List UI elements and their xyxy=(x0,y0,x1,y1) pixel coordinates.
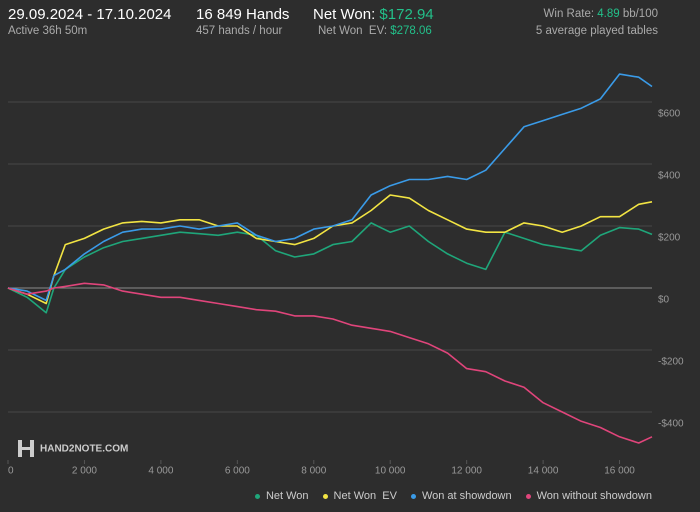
series-line xyxy=(7,222,653,314)
x-tick-label: 10 000 xyxy=(375,466,406,477)
legend-label: Net Won EV xyxy=(333,490,397,502)
x-tick-label: 0 xyxy=(8,466,14,477)
x-tick-label: 14 000 xyxy=(528,466,559,477)
legend-item: Net Won xyxy=(254,490,309,502)
legend-swatch xyxy=(322,493,328,499)
legend-swatch xyxy=(525,493,531,499)
legend-swatch xyxy=(254,493,260,499)
y-tick-label: $400 xyxy=(658,171,681,182)
value: 4.89 xyxy=(597,8,620,20)
win-rate: Win Rate: 4.89 bb/100 xyxy=(544,8,658,20)
label: Net Won EV: xyxy=(318,25,391,37)
net-won-ev: Net Won EV: $278.06 xyxy=(318,25,432,37)
date-range: 29.09.2024 - 17.10.2024 xyxy=(8,6,172,23)
y-tick-label: $0 xyxy=(658,295,670,306)
value: $278.06 xyxy=(390,25,432,37)
legend: Net Won Net Won EV Won at showdown Won with… xyxy=(254,490,652,502)
x-tick-label: 4 000 xyxy=(148,466,173,477)
x-tick-label: 6 000 xyxy=(225,466,250,477)
net-won: Net Won: $172.94 xyxy=(313,6,434,23)
label: Net Won: xyxy=(313,6,380,23)
legend-item: Net Won EV xyxy=(322,490,397,502)
x-tick-label: 16 000 xyxy=(604,466,635,477)
y-tick-label: $200 xyxy=(658,233,681,244)
y-tick-label: -$200 xyxy=(658,357,684,368)
tables: 5 average played tables xyxy=(535,25,658,37)
x-tick-label: 2 000 xyxy=(72,466,97,477)
watermark: HAND2NOTE.COM xyxy=(40,444,128,455)
y-tick-label: -$400 xyxy=(658,419,684,430)
legend-label: Won without showdown xyxy=(536,490,652,502)
legend-item: Won at showdown xyxy=(410,490,512,502)
series-line xyxy=(7,282,653,444)
active-time: Active 36h 50m xyxy=(8,25,88,37)
legend-label: Net Won xyxy=(265,490,309,502)
x-tick-label: 8 000 xyxy=(301,466,326,477)
legend-item: Won without showdown xyxy=(525,490,652,502)
logo xyxy=(18,440,34,457)
unit: bb/100 xyxy=(619,8,658,20)
label: Win Rate: xyxy=(543,8,598,20)
y-tick-label: $600 xyxy=(658,109,681,120)
legend-label: Won at showdown xyxy=(421,490,512,502)
series-line xyxy=(7,194,653,305)
legend-swatch xyxy=(410,493,416,499)
hand-rate: 457 hands / hour xyxy=(196,25,283,37)
hands: 16 849 Hands xyxy=(196,6,290,23)
series-line xyxy=(7,73,653,302)
value: $172.94 xyxy=(379,6,434,23)
x-tick-label: 12 000 xyxy=(451,466,482,477)
